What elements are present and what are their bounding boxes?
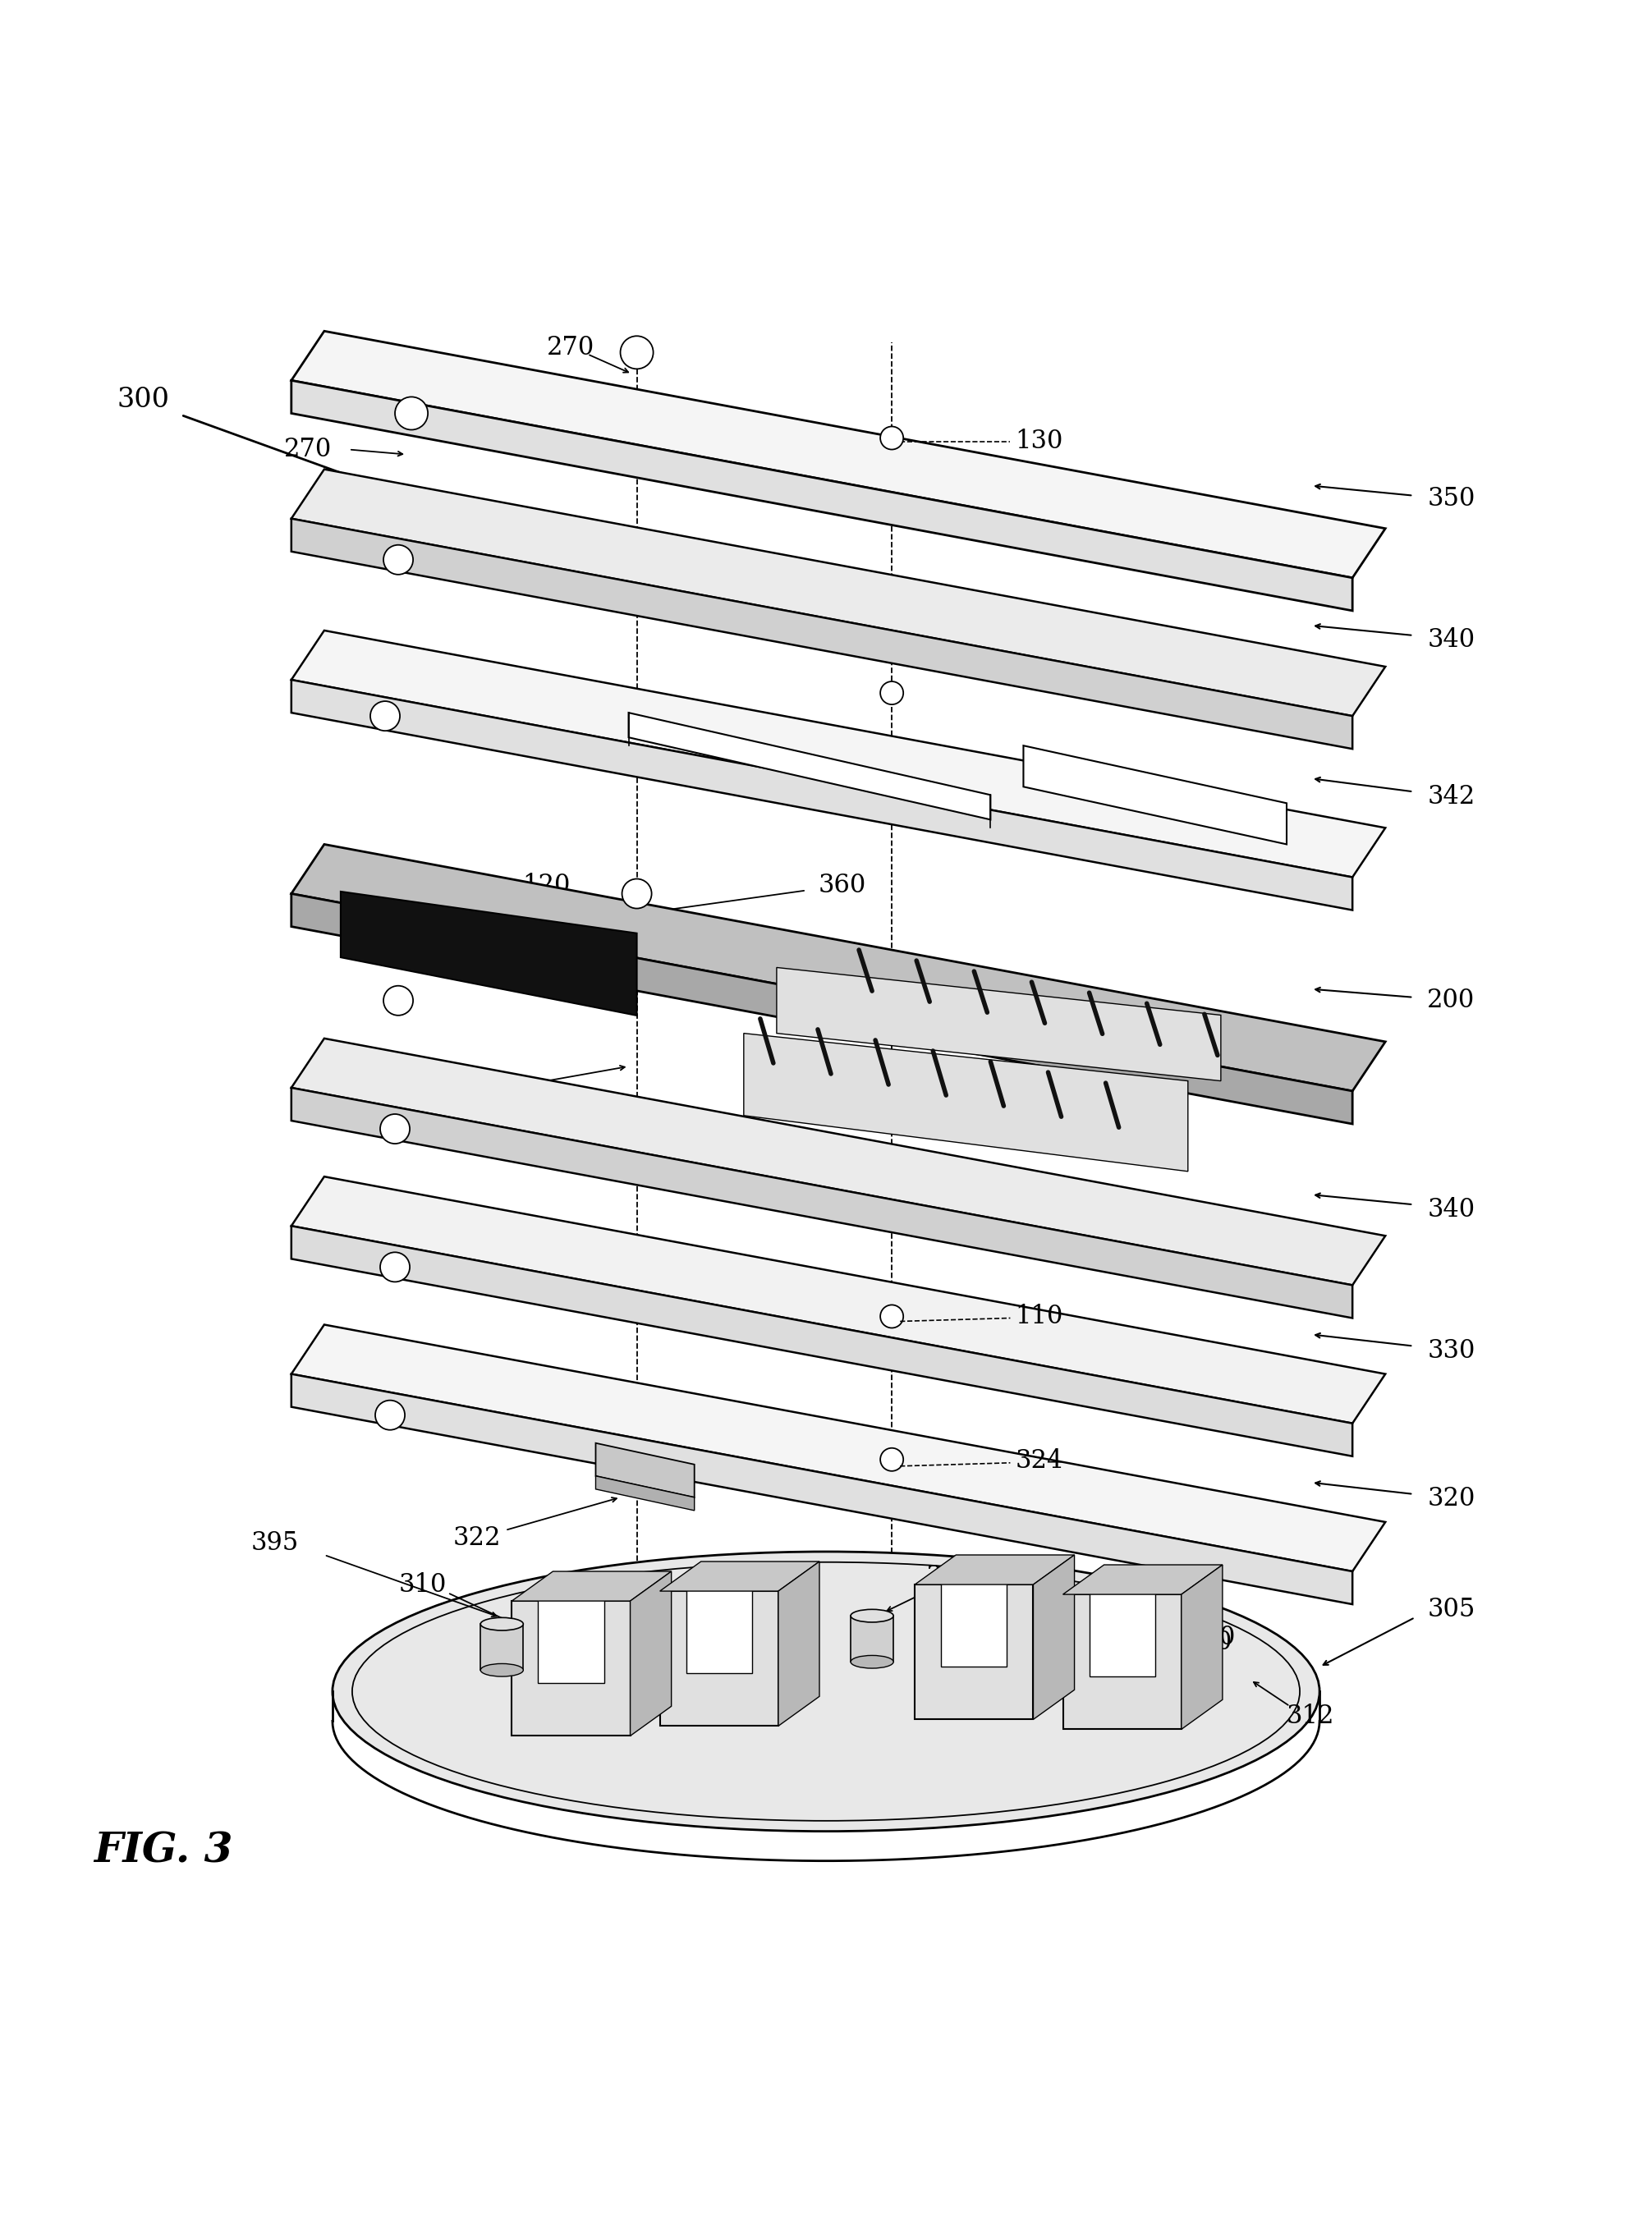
Text: 340: 340 [1427,1196,1475,1223]
Polygon shape [291,518,1353,749]
Polygon shape [942,1582,1008,1668]
Circle shape [370,702,400,731]
Polygon shape [512,1570,671,1601]
Circle shape [375,1400,405,1431]
Ellipse shape [481,1617,524,1630]
Polygon shape [659,1562,819,1590]
Text: 322: 322 [453,1526,501,1550]
Polygon shape [743,1032,1188,1172]
Text: 360: 360 [464,1079,512,1103]
Circle shape [881,427,904,450]
Text: 270: 270 [547,334,595,361]
Polygon shape [291,1176,1386,1424]
Text: 310: 310 [1188,1624,1236,1650]
Polygon shape [291,381,1353,611]
Text: 330: 330 [1427,1338,1475,1364]
Polygon shape [539,1597,605,1683]
Polygon shape [1181,1564,1222,1730]
Circle shape [380,1251,410,1282]
Text: 300: 300 [117,388,170,414]
Text: 120: 120 [522,873,570,897]
Text: 110: 110 [1016,1305,1064,1329]
Polygon shape [481,1624,524,1670]
Ellipse shape [332,1553,1320,1832]
Polygon shape [1062,1595,1181,1730]
Text: 360: 360 [818,873,866,897]
Circle shape [881,1449,904,1471]
Circle shape [881,1305,904,1329]
Circle shape [395,396,428,430]
Polygon shape [291,1325,1386,1570]
Polygon shape [596,1444,694,1497]
Ellipse shape [851,1655,894,1668]
Polygon shape [915,1555,1074,1584]
Polygon shape [512,1601,629,1737]
Polygon shape [291,1039,1386,1285]
Circle shape [380,1114,410,1143]
Polygon shape [629,1570,671,1737]
Text: FIG. 3: FIG. 3 [94,1832,233,1872]
Circle shape [881,682,904,704]
Text: 312: 312 [1287,1703,1335,1730]
Polygon shape [851,1615,894,1661]
Circle shape [623,879,651,908]
Ellipse shape [481,1663,524,1677]
Text: 350: 350 [1427,485,1475,512]
Text: 305: 305 [1427,1597,1475,1621]
Text: 370: 370 [1031,1079,1079,1103]
Text: 270: 270 [284,436,332,463]
Text: 320: 320 [1427,1486,1475,1511]
Polygon shape [291,1225,1353,1455]
Polygon shape [915,1584,1032,1719]
Polygon shape [1024,746,1287,844]
Polygon shape [291,631,1386,877]
Text: 310: 310 [400,1573,448,1597]
Circle shape [621,337,653,370]
Polygon shape [686,1588,752,1672]
Circle shape [383,545,413,574]
Ellipse shape [851,1610,894,1621]
Polygon shape [1089,1590,1155,1677]
Polygon shape [291,893,1353,1123]
Polygon shape [628,713,991,820]
Text: 340: 340 [1427,627,1475,653]
Polygon shape [778,1562,819,1725]
Polygon shape [1032,1555,1074,1719]
Polygon shape [776,968,1221,1081]
Polygon shape [1062,1564,1222,1595]
Polygon shape [291,1373,1353,1604]
Polygon shape [596,1475,694,1511]
Polygon shape [291,844,1386,1092]
Text: 324: 324 [1016,1449,1062,1473]
Text: 310: 310 [1184,1630,1232,1655]
Polygon shape [291,330,1386,578]
Text: 130: 130 [1016,427,1064,454]
Polygon shape [291,680,1353,910]
Circle shape [383,986,413,1014]
Text: 200: 200 [1427,988,1475,1012]
Text: 342: 342 [1427,784,1475,808]
Polygon shape [291,470,1386,715]
Polygon shape [340,893,636,1014]
Polygon shape [659,1590,778,1725]
Polygon shape [291,1088,1353,1318]
Text: 395: 395 [251,1531,299,1557]
Text: 395: 395 [925,1564,973,1588]
